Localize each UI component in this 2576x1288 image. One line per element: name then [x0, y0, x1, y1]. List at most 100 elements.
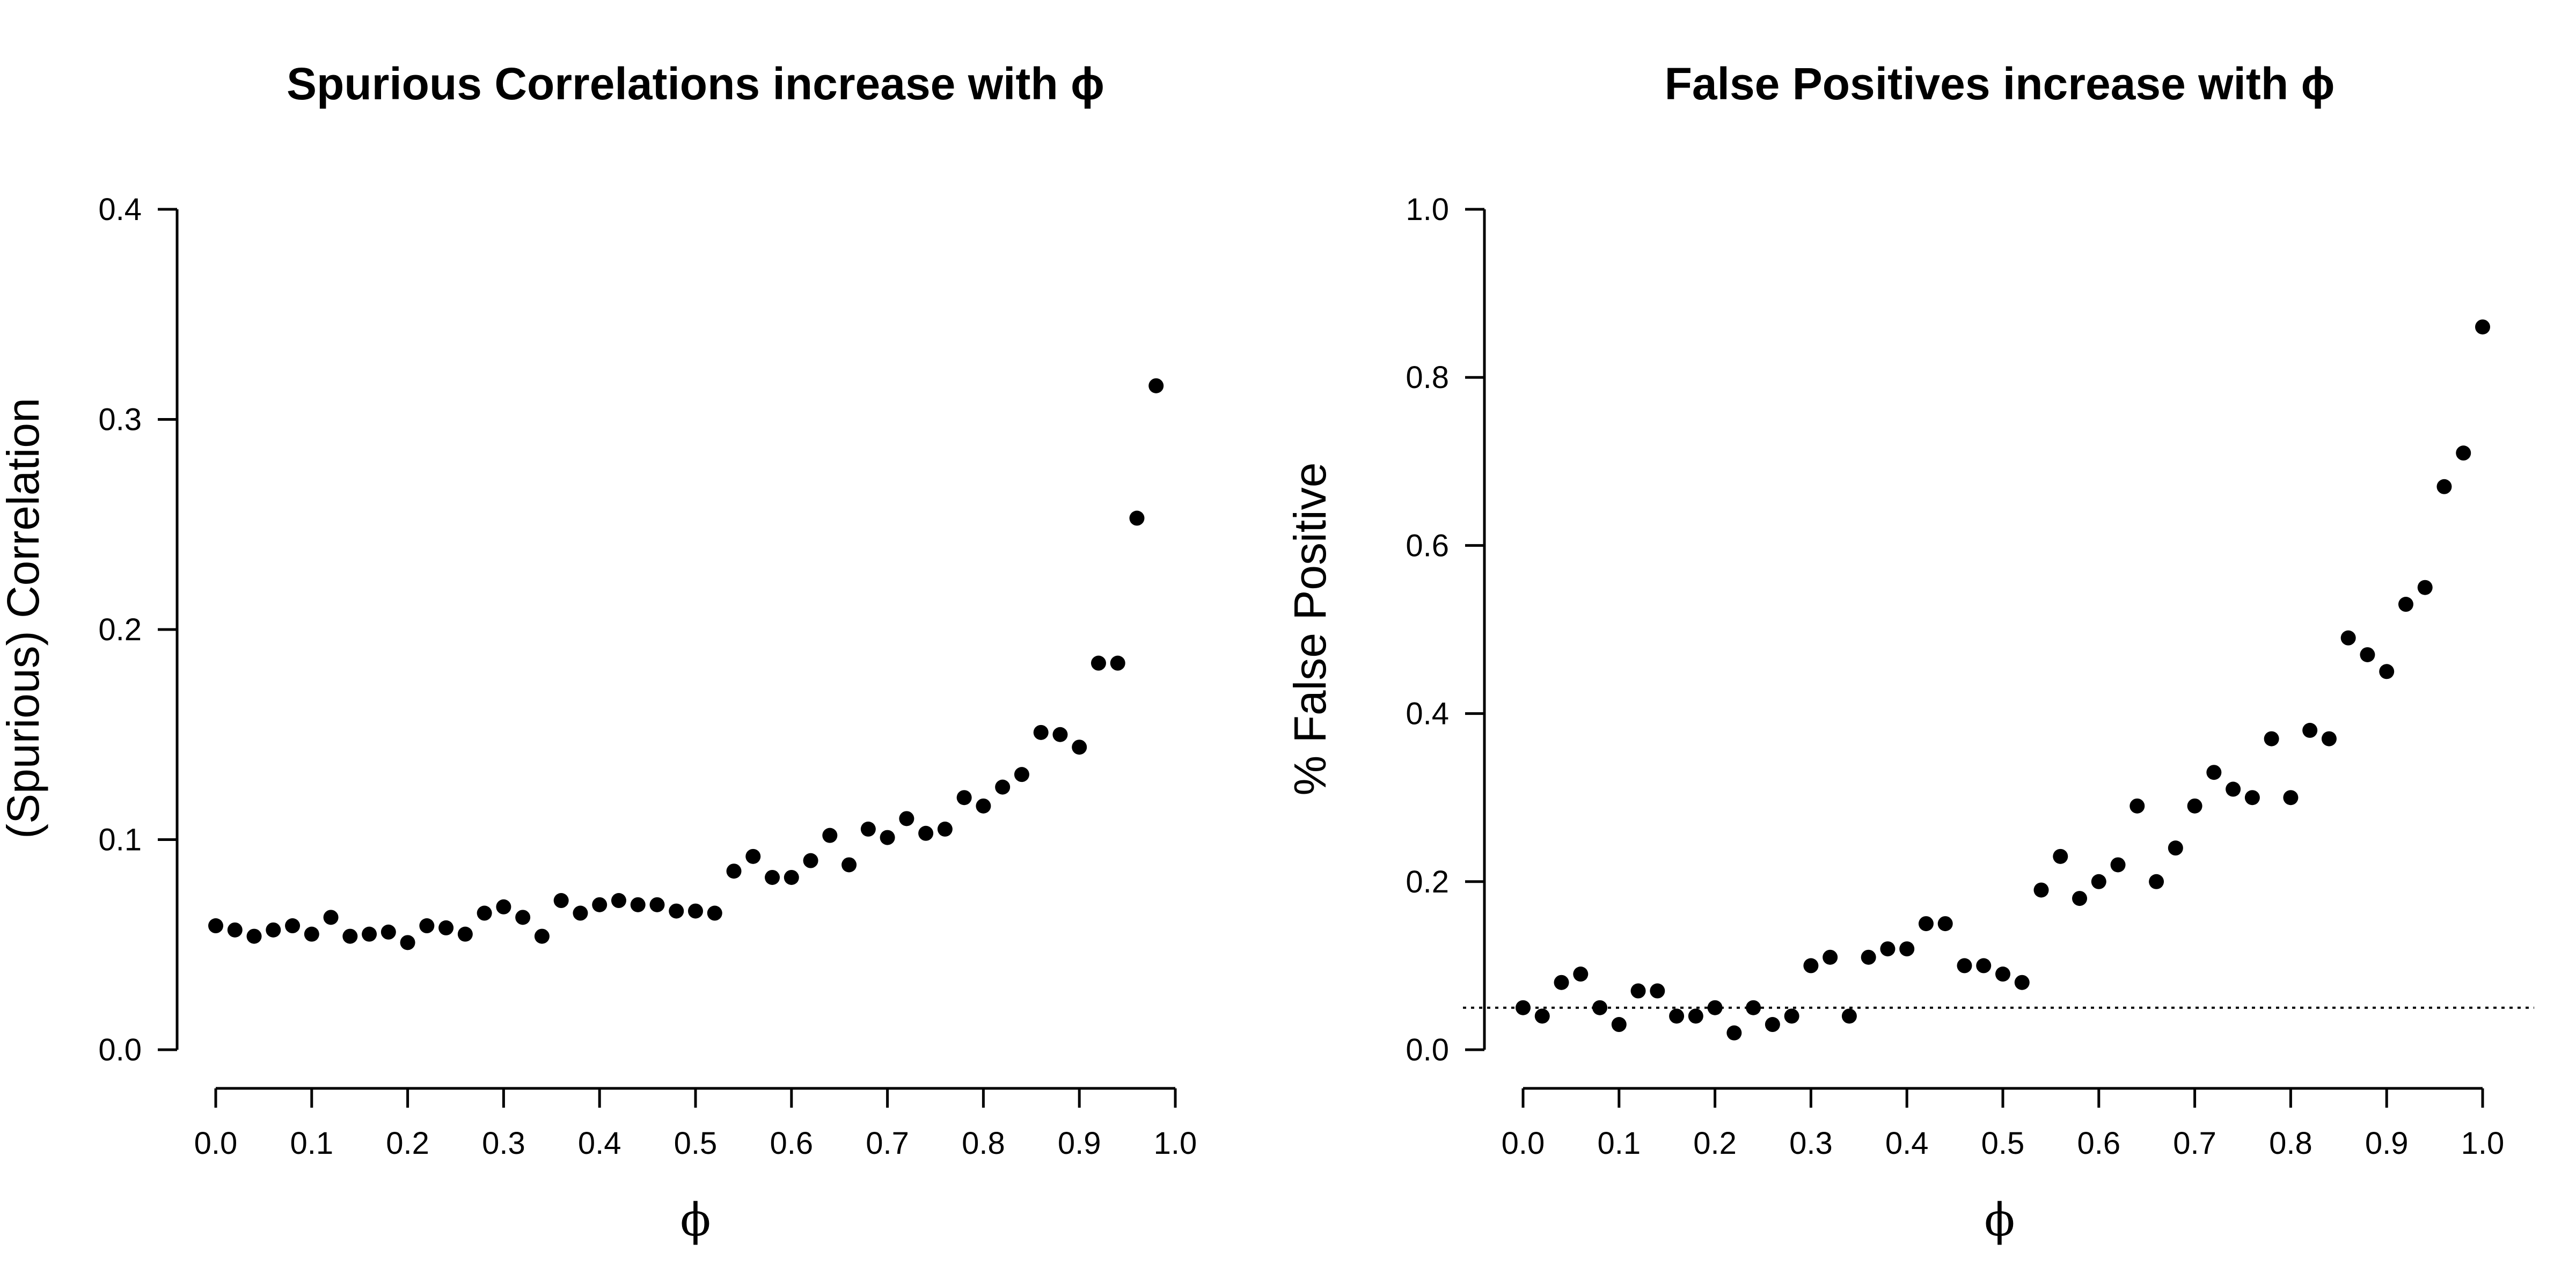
- left-data-point: [227, 922, 243, 938]
- right-data-point: [1995, 967, 2010, 982]
- left-data-point: [860, 821, 876, 837]
- right-data-point: [2033, 882, 2049, 898]
- right-data-point: [1669, 1008, 1685, 1024]
- left-data-point: [534, 928, 550, 944]
- left-data-point: [515, 910, 531, 925]
- left-data-point: [496, 899, 511, 914]
- right-data-point: [1823, 949, 1838, 965]
- right-data-point: [2014, 975, 2030, 990]
- left-data-point: [976, 798, 991, 814]
- right-chart-title: False Positives increase with ϕ: [1665, 58, 2335, 109]
- left-x-axis-label: ϕ: [680, 1194, 711, 1246]
- left-data-point: [995, 779, 1011, 795]
- left-data-point: [342, 928, 358, 944]
- right-y-tick-label: 0.6: [1406, 528, 1449, 563]
- right-data-point: [2398, 597, 2413, 612]
- right-data-point: [2072, 891, 2088, 906]
- right-chart-panel: False Positives increase with ϕ % False …: [1285, 58, 2534, 1246]
- right-data-point: [1726, 1025, 1742, 1041]
- right-axes: 0.0 0.2 0.4 0.6 0.8 1.0 0.0 0.1 0.2 0.3 0.4 0.5 0.6 0…: [1406, 192, 2504, 1161]
- left-data-point: [899, 811, 914, 826]
- right-data-point: [2302, 722, 2318, 738]
- right-data-point: [1592, 1000, 1608, 1015]
- left-x-tick-label: 0.7: [866, 1126, 909, 1161]
- left-chart-title: Spurious Correlations increase with ϕ: [287, 58, 1104, 109]
- right-data-point: [2187, 798, 2202, 814]
- left-x-tick-label: 0.4: [578, 1126, 621, 1161]
- right-data-point: [1630, 983, 1646, 999]
- left-data-point: [1091, 655, 1106, 671]
- right-data-point: [1880, 941, 1896, 957]
- right-data-point: [1957, 958, 1972, 974]
- left-data-point: [765, 869, 780, 885]
- right-x-tick-label: 0.9: [2365, 1126, 2409, 1161]
- right-data-point: [1611, 1017, 1627, 1033]
- left-data-point: [649, 897, 665, 912]
- right-data-point: [1841, 1008, 1857, 1024]
- right-data-point: [2129, 798, 2145, 814]
- left-data-point: [438, 920, 454, 935]
- right-data-point: [2110, 857, 2126, 873]
- left-data-point: [841, 857, 857, 873]
- left-data-point: [956, 790, 972, 806]
- right-data-point: [1650, 983, 1665, 999]
- left-data-point: [669, 903, 684, 919]
- right-data-point: [2456, 445, 2471, 461]
- left-data-point: [803, 853, 818, 868]
- left-data-point: [880, 830, 895, 845]
- left-x-tick-label: 1.0: [1154, 1126, 1197, 1161]
- left-data-point: [611, 893, 626, 909]
- right-data-point: [2091, 874, 2106, 889]
- left-x-tick-label: 0.6: [770, 1126, 813, 1161]
- right-data-point: [2226, 781, 2241, 797]
- right-x-tick-label: 0.5: [1981, 1126, 2025, 1161]
- left-data-point: [630, 897, 646, 912]
- left-data-point: [1110, 655, 1125, 671]
- left-data-point: [592, 897, 608, 912]
- left-data-point: [1072, 740, 1087, 755]
- right-x-axis-label: ϕ: [1984, 1194, 2015, 1246]
- right-data-points: [1516, 319, 2490, 1041]
- right-x-tick-label: 0.2: [1693, 1126, 1737, 1161]
- right-data-point: [1765, 1017, 1780, 1033]
- right-data-point: [2321, 731, 2337, 747]
- right-data-point: [1784, 1008, 1799, 1024]
- right-y-axis-label: % False Positive: [1285, 463, 1335, 796]
- right-y-tick-label: 0.8: [1406, 360, 1449, 395]
- left-data-point: [1014, 767, 1029, 782]
- left-data-point: [477, 905, 492, 921]
- right-data-point: [2475, 319, 2490, 335]
- right-data-point: [1976, 958, 1992, 974]
- left-data-point: [1148, 378, 1164, 393]
- right-data-point: [1803, 958, 1819, 974]
- left-x-tick-label: 0.0: [194, 1126, 238, 1161]
- left-data-point: [745, 848, 761, 864]
- right-data-point: [1534, 1008, 1550, 1024]
- right-data-point: [2379, 664, 2395, 679]
- right-data-point: [2206, 765, 2222, 780]
- left-y-tick-label: 0.3: [98, 402, 142, 437]
- right-data-point: [2340, 630, 2356, 646]
- right-x-tick-label: 0.1: [1597, 1126, 1641, 1161]
- right-data-point: [1937, 916, 1953, 932]
- left-data-point: [573, 905, 588, 921]
- right-data-point: [1918, 916, 1934, 932]
- left-data-point: [266, 922, 281, 938]
- right-x-tick-label: 0.0: [1502, 1126, 1545, 1161]
- left-x-tick-label: 0.2: [386, 1126, 429, 1161]
- left-data-point: [457, 926, 473, 942]
- right-y-tick-label: 0.0: [1406, 1033, 1449, 1067]
- left-y-axis-label: (Spurious) Correlation: [0, 398, 48, 839]
- right-x-tick-label: 1.0: [2461, 1126, 2505, 1161]
- left-axes: 0.0 0.1 0.2 0.3 0.4 0.0 0.1 0.2 0.3 0.4 0.5 0.6 0.7 0…: [98, 192, 1197, 1161]
- left-data-point: [937, 821, 953, 837]
- left-x-tick-label: 0.9: [1058, 1126, 1101, 1161]
- left-data-point: [553, 893, 569, 909]
- left-y-tick-label: 0.2: [98, 612, 142, 647]
- left-data-points: [208, 378, 1164, 950]
- right-data-point: [2360, 647, 2375, 662]
- left-data-point: [707, 905, 722, 921]
- right-y-tick-label: 1.0: [1406, 192, 1449, 227]
- right-data-point: [2417, 580, 2433, 595]
- left-data-point: [1129, 510, 1145, 526]
